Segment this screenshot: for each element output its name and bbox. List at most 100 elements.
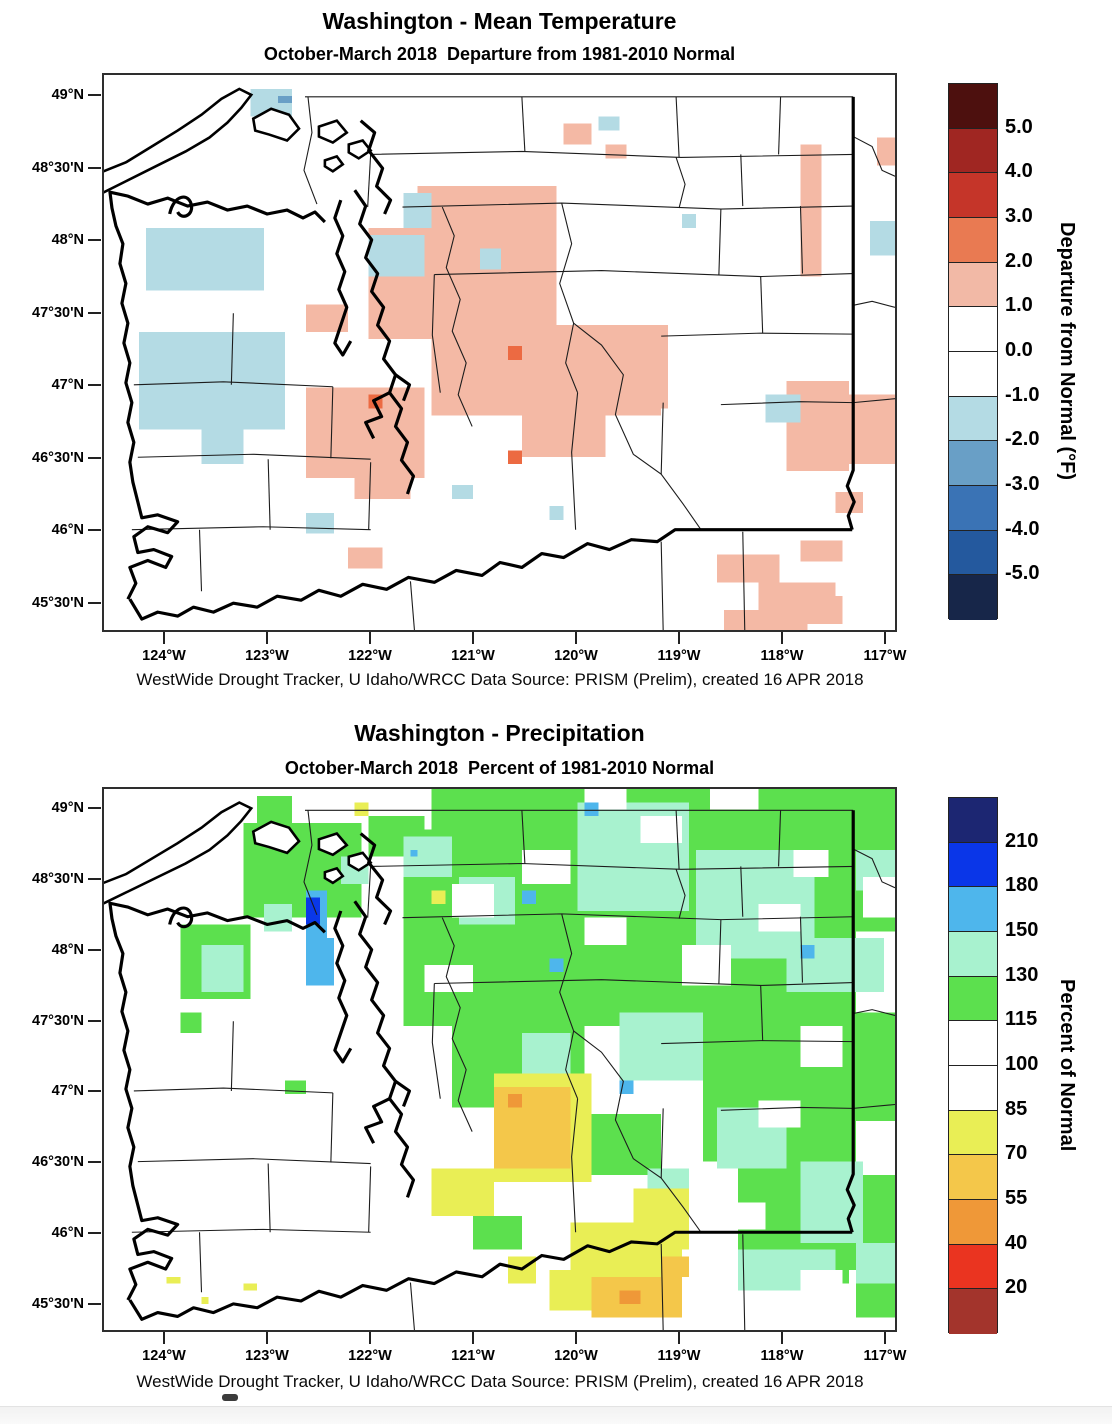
y-axis-tick-label: 45°30'N xyxy=(32,594,84,611)
coastline-landmass xyxy=(104,801,254,905)
temperature-map-subtitle: October-March 2018 Departure from 1981-2… xyxy=(263,44,736,64)
county-line xyxy=(198,1232,203,1293)
temperature-cell-pink xyxy=(605,144,627,159)
county-line xyxy=(368,462,372,530)
county-line xyxy=(131,1228,371,1233)
precipitation-cell-sky xyxy=(305,938,334,986)
coastline-landmass xyxy=(317,832,349,857)
county-line xyxy=(303,810,318,916)
precipitation-cell-blue xyxy=(305,897,320,925)
y-axis-tick xyxy=(88,878,101,881)
colorbar-tick-label: 4.0 xyxy=(1005,160,1033,183)
county-line xyxy=(853,398,895,404)
county-line xyxy=(853,300,895,308)
y-axis-tick xyxy=(88,529,101,532)
county-line xyxy=(133,381,333,388)
county-line xyxy=(853,1103,895,1109)
colorbar-tick-label: -5.0 xyxy=(1005,562,1040,585)
x-axis-tick xyxy=(780,632,783,644)
temperature-cell-lblue xyxy=(145,227,265,291)
county-line xyxy=(133,1087,333,1094)
state-border-coastline xyxy=(845,810,856,1233)
precipitation-cell-yorange xyxy=(494,1087,571,1169)
colorbar-segment xyxy=(949,217,997,263)
precipitation-cell-white xyxy=(723,1202,766,1230)
x-axis-tick-label: 121°W xyxy=(451,648,495,664)
precipitation-cell-yellow xyxy=(549,1269,599,1311)
temperature-cell-lblue xyxy=(368,234,425,277)
state-border-coastline xyxy=(845,96,856,531)
x-axis-tick xyxy=(780,1332,783,1344)
colorbar-segment xyxy=(949,976,997,1022)
colorbar-segment xyxy=(949,173,997,218)
county-line xyxy=(660,1243,664,1330)
colorbar-segment xyxy=(949,1065,997,1111)
x-axis-tick-label: 123°W xyxy=(245,1348,289,1364)
coastline-landmass xyxy=(323,154,345,173)
y-axis-tick xyxy=(88,807,101,810)
county-boundaries xyxy=(131,809,895,1330)
county-line xyxy=(198,529,203,592)
state-border-coastline xyxy=(128,1230,853,1321)
y-axis-tick-label: 46°N xyxy=(51,1224,84,1241)
temperature-cell-lblue xyxy=(682,213,697,228)
county-line xyxy=(409,1282,415,1330)
county-line xyxy=(799,916,804,983)
precipitation-cell-dorange xyxy=(619,1290,641,1304)
county-line xyxy=(852,136,895,177)
county-line xyxy=(778,96,782,155)
x-axis-tick xyxy=(574,632,577,644)
state-border-coastline xyxy=(128,528,853,621)
precipitation-cell-sky xyxy=(800,944,815,959)
county-line xyxy=(675,810,680,870)
x-axis-tick-label: 117°W xyxy=(863,648,907,664)
colorbar-tick-label: 210 xyxy=(1005,829,1039,852)
county-line xyxy=(571,1098,579,1233)
precipitation-data-patches xyxy=(166,789,895,1318)
county-line xyxy=(760,985,764,1041)
y-axis-tick-label: 49°N xyxy=(51,87,84,104)
precipitation-cell-sky xyxy=(521,890,536,905)
precipitation-cell-yellow xyxy=(431,1168,495,1216)
y-axis-tick-label: 48°30'N xyxy=(32,871,84,888)
precipitation-cell-white xyxy=(800,1026,843,1067)
county-line xyxy=(718,919,722,984)
x-axis-tick-label: 122°W xyxy=(348,1348,392,1364)
y-axis-tick-label: 46°30'N xyxy=(32,449,84,466)
colorbar-tick-label: 115 xyxy=(1005,1008,1038,1031)
x-axis-tick xyxy=(163,632,165,644)
window-edge-bar xyxy=(0,1406,1112,1424)
temperature-caption: WestWide Drought Tracker, U Idaho/WRCC D… xyxy=(136,670,864,689)
precipitation-cell-aqua xyxy=(521,1032,571,1074)
precipitation-colorbar-axis-label: Percent of Normal xyxy=(1056,978,1078,1152)
y-axis-tick-label: 49°N xyxy=(51,800,84,817)
precipitation-map-plot xyxy=(102,787,897,1332)
state-border-coastline xyxy=(364,391,391,440)
y-axis-tick xyxy=(88,1231,101,1234)
y-axis-tick xyxy=(88,311,101,314)
x-axis-tick-label: 124°W xyxy=(142,648,186,664)
colorbar-segment xyxy=(949,307,997,352)
county-line xyxy=(742,1234,746,1330)
precipitation-cell-sky xyxy=(410,849,418,857)
x-axis-tick-label: 123°W xyxy=(245,648,289,664)
county-line xyxy=(853,1009,895,1016)
county-line xyxy=(402,913,854,921)
colorbar-tick-label: 3.0 xyxy=(1005,205,1033,228)
precipitation-cell-white xyxy=(640,816,683,844)
precipitation-cell-aqua xyxy=(619,1012,703,1081)
colorbar-tick-label: 1.0 xyxy=(1005,294,1033,317)
x-axis-tick-label: 118°W xyxy=(760,1348,804,1364)
county-line xyxy=(661,1040,854,1045)
precipitation-caption: WestWide Drought Tracker, U Idaho/WRCC D… xyxy=(136,1372,864,1391)
temperature-cell-pink xyxy=(800,596,843,625)
precipitation-cell-green xyxy=(473,1215,522,1250)
precipitation-cell-white xyxy=(682,944,731,986)
temperature-colorbar xyxy=(948,83,998,620)
y-axis-tick xyxy=(88,1302,101,1305)
x-axis-tick xyxy=(472,632,475,644)
colorbar-segment xyxy=(949,887,997,932)
y-axis-tick xyxy=(88,166,101,169)
county-line xyxy=(675,96,680,158)
